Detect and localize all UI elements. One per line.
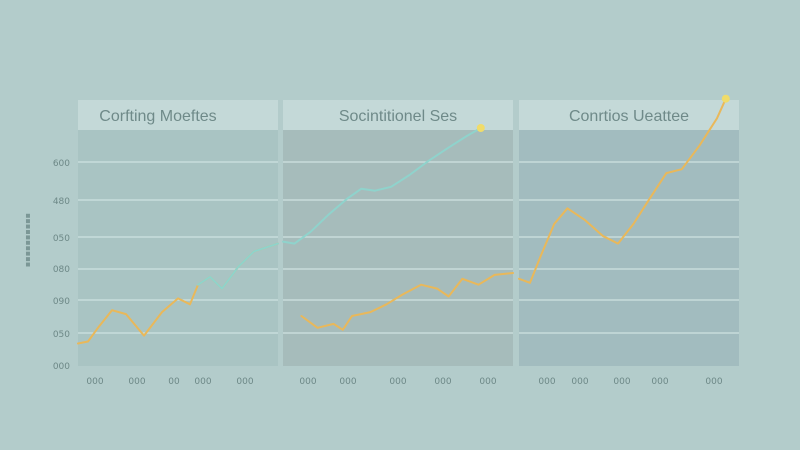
y-tick-label: 600 [53,159,70,169]
x-tick-label: 000 [613,377,630,387]
x-tick-label: 000 [389,377,406,387]
x-tick-label: 00 [168,377,180,387]
x-tick-label: 000 [479,377,496,387]
y-axis-side-label: ▪▪▪▪▪▪▪▪▪▪ [23,213,32,267]
panel-2-series [282,124,514,331]
x-tick-label: 000 [339,377,356,387]
x-tick-label: 000 [86,377,103,387]
series-line-1 [282,127,482,245]
x-tick-label: 000 [705,377,722,387]
x-tick-label: 000 [194,377,211,387]
panel-1-background [78,100,278,366]
y-tick-label: 050 [53,330,70,340]
panel-3-title: Conrtios Ueattee [569,108,689,125]
x-tick-label: 000 [651,377,668,387]
x-tick-label: 000 [571,377,588,387]
panel-3-gridlines [519,161,739,334]
x-tick-label: 000 [236,377,253,387]
panel-2-gridlines [283,161,513,334]
series-end-marker [721,94,730,103]
x-tick-label: 000 [299,377,316,387]
y-tick-label: 480 [53,197,70,207]
panel-3-title-bar [519,100,739,130]
panel-1-y-ticks: 000 050 090 080 050 480 600 [53,159,70,372]
panel-2-title: Socintitionel Ses [339,108,457,125]
chart-panel-3: Conrtios Ueattee 000 000 000 000 000 [518,94,739,387]
series-line-2 [197,242,279,290]
panel-2-x-ticks: 000 000 000 000 000 [299,377,496,387]
panel-3-background [519,100,739,366]
panel-1-gridlines [78,161,278,334]
chart-panel-1: Corfting Moeftes 000 050 090 080 050 480 600 0… [53,100,279,387]
x-tick-label: 000 [128,377,145,387]
series-line-2 [300,272,514,331]
y-tick-label: 050 [53,234,70,244]
panel-1-title-bar [78,100,278,130]
y-tick-label: 090 [53,297,70,307]
series-line-1 [518,97,727,284]
panel-1-x-ticks: 000 000 00 000 000 [86,377,253,387]
panel-2-background [283,100,513,366]
panel-2-title-bar [283,100,513,130]
panel-1-title: Corfting Moeftes [99,108,216,125]
chart-panel-2: Socintitionel Ses 000 000 000 000 000 [282,100,514,387]
panel-3-x-ticks: 000 000 000 000 000 [538,377,722,387]
panel-3-series [518,94,730,284]
y-tick-label: 080 [53,265,70,275]
x-tick-label: 000 [434,377,451,387]
x-tick-label: 000 [538,377,555,387]
y-tick-label: 000 [53,362,70,372]
panel-1-series [77,242,279,345]
series-end-marker [476,124,485,132]
